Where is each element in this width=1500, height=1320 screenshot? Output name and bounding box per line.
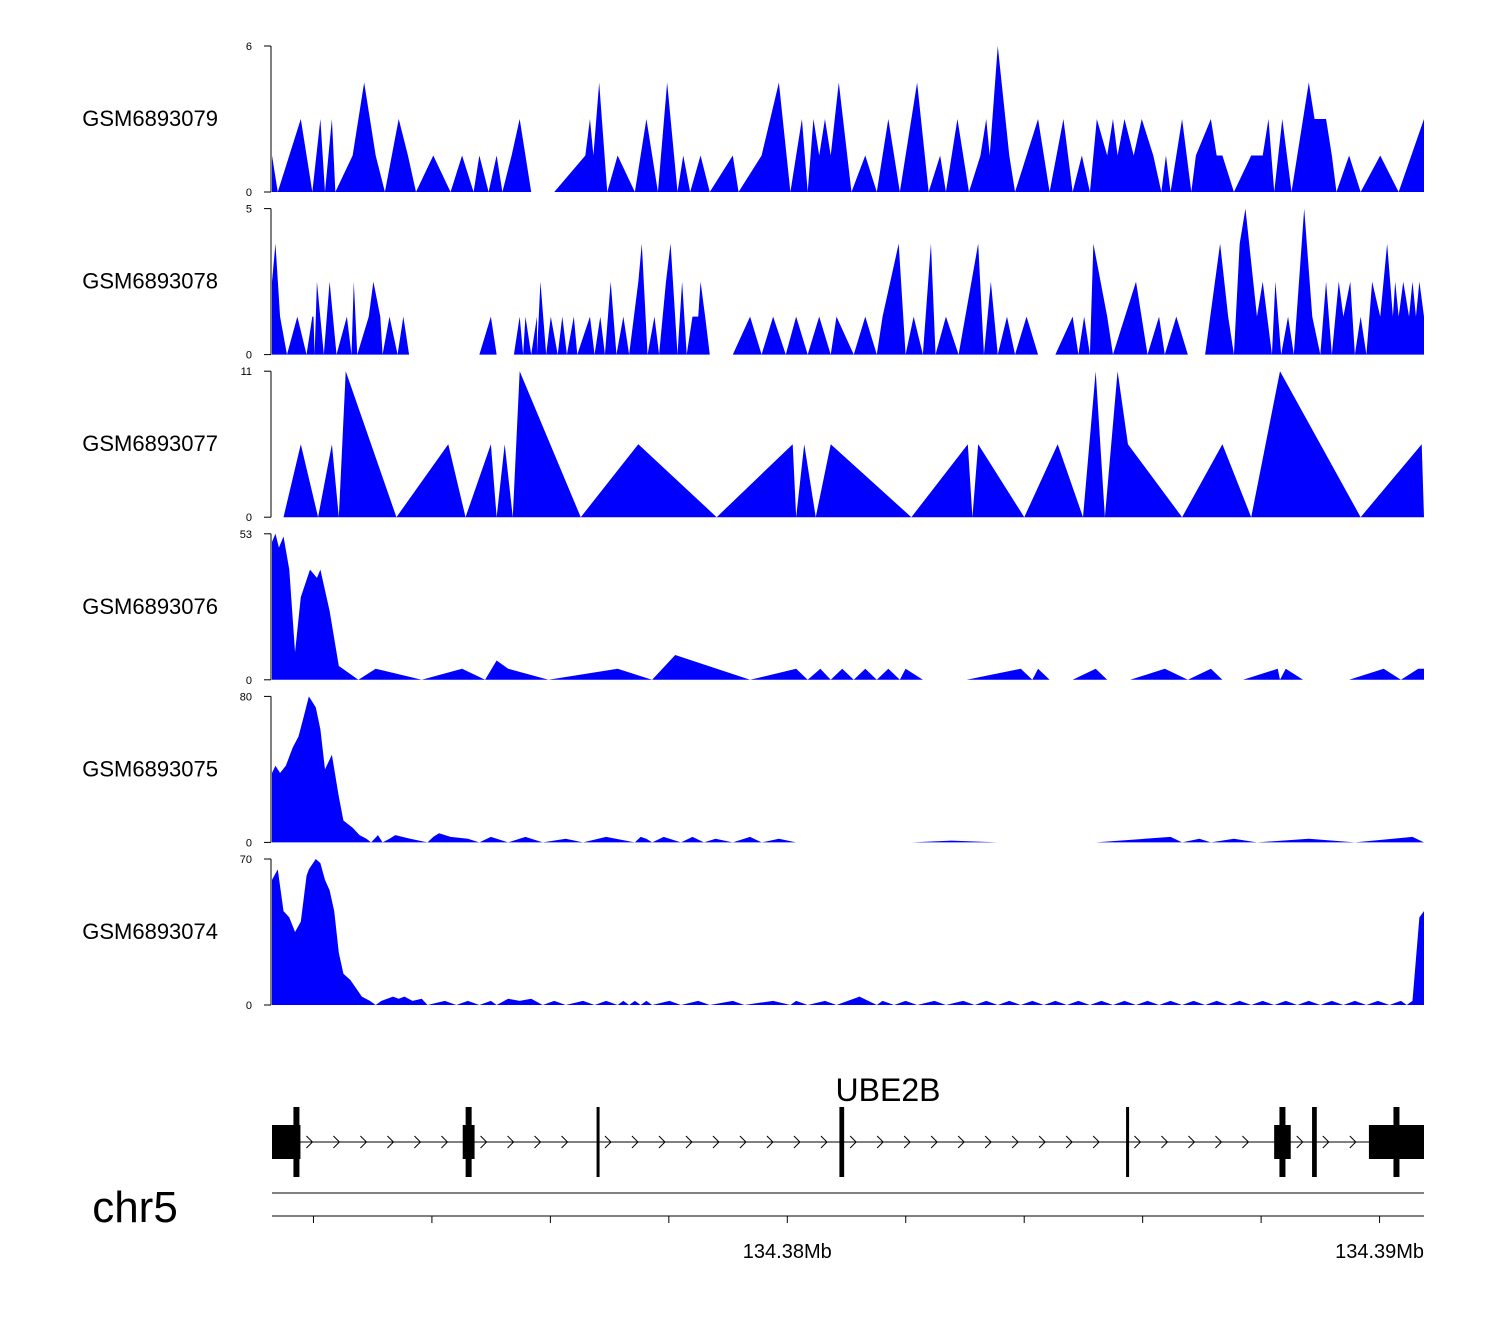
track-label: GSM6893079	[82, 106, 218, 131]
track-label: GSM6893076	[82, 594, 218, 619]
strand-arrow	[658, 1135, 666, 1149]
coverage-area	[272, 533, 1424, 680]
exon-bar	[839, 1107, 845, 1177]
strand-arrow	[957, 1135, 965, 1149]
exon-marker	[293, 1107, 300, 1177]
exon-marker	[1279, 1107, 1286, 1177]
coverage-area	[272, 208, 1424, 355]
y-min-label: 0	[246, 350, 252, 362]
track-label: GSM6893074	[82, 919, 218, 944]
strand-arrow	[820, 1135, 828, 1149]
exon	[462, 1107, 475, 1177]
strand-arrow	[1322, 1135, 1330, 1149]
strand-arrow	[387, 1135, 395, 1149]
exon-bar	[596, 1107, 600, 1177]
coverage-track: 80 0 GSM6893075	[82, 691, 1424, 849]
strand-arrow	[984, 1135, 992, 1149]
exon-marker	[1393, 1107, 1400, 1177]
y-min-label: 0	[246, 512, 252, 524]
coverage-area	[272, 696, 1424, 843]
exon	[1126, 1107, 1130, 1177]
track-label: GSM6893075	[82, 756, 218, 781]
track-label: GSM6893078	[82, 269, 218, 294]
coverage-area	[272, 46, 1424, 192]
y-min-label: 0	[246, 675, 252, 687]
x-tick-label: 134.39Mb	[1335, 1241, 1424, 1263]
strand-arrow	[414, 1135, 422, 1149]
strand-arrow	[360, 1135, 368, 1149]
coverage-track: 5 0 GSM6893078	[82, 204, 1424, 362]
strand-arrow	[1188, 1135, 1196, 1149]
y-max-label: 6	[246, 41, 252, 53]
strand-arrow	[561, 1135, 569, 1149]
strand-arrow	[1161, 1135, 1169, 1149]
coverage-tracks: 6 0 GSM6893079 5 0 GSM6893078 11 0 GSM6893077 53 0…	[82, 41, 1424, 1012]
strand-arrow	[507, 1135, 515, 1149]
exon	[596, 1107, 600, 1177]
strand-arrow	[849, 1135, 857, 1149]
strand-arrow	[1296, 1135, 1304, 1149]
coverage-track: 70 0 GSM6893074	[82, 854, 1424, 1012]
strand-arrow	[1092, 1135, 1100, 1149]
strand-arrow	[685, 1135, 693, 1149]
strand-arrow	[441, 1135, 449, 1149]
y-max-label: 11	[241, 366, 252, 378]
coverage-track: 11 0 GSM6893077	[82, 366, 1424, 524]
exon	[839, 1107, 845, 1177]
y-min-label: 0	[246, 1000, 252, 1012]
coverage-area	[272, 859, 1424, 1005]
y-max-label: 5	[246, 204, 252, 216]
y-max-label: 80	[240, 691, 252, 703]
exon-bar	[1312, 1107, 1317, 1177]
gene-track: UBE2B	[272, 1072, 1424, 1177]
y-min-label: 0	[246, 837, 252, 849]
track-label: GSM6893077	[82, 431, 218, 456]
y-max-label: 53	[240, 529, 252, 541]
y-max-label: 70	[240, 854, 252, 866]
strand-arrow	[1011, 1135, 1019, 1149]
coverage-track: 6 0 GSM6893079	[82, 41, 1424, 199]
gene-name-label: UBE2B	[836, 1072, 941, 1108]
strand-arrow	[1215, 1135, 1223, 1149]
strand-arrow	[793, 1135, 801, 1149]
coverage-area	[283, 371, 1424, 518]
strand-arrow	[1134, 1135, 1142, 1149]
exon	[1274, 1107, 1291, 1177]
strand-arrow	[631, 1135, 639, 1149]
strand-arrow	[930, 1135, 938, 1149]
strand-arrow	[1349, 1135, 1357, 1149]
strand-arrow	[480, 1135, 488, 1149]
strand-arrow	[1065, 1135, 1073, 1149]
exon	[272, 1107, 301, 1177]
exon-bar	[1126, 1107, 1130, 1177]
exon	[1368, 1107, 1424, 1177]
strand-arrow	[903, 1135, 911, 1149]
strand-arrow	[534, 1135, 542, 1149]
exon-marker	[465, 1107, 472, 1177]
strand-arrow	[604, 1135, 612, 1149]
exon	[1312, 1107, 1317, 1177]
strand-arrow	[766, 1135, 774, 1149]
strand-arrow	[1038, 1135, 1046, 1149]
strand-arrow	[333, 1135, 341, 1149]
strand-arrow	[876, 1135, 884, 1149]
strand-arrow	[739, 1135, 747, 1149]
strand-arrow	[1242, 1135, 1250, 1149]
coverage-track: 53 0 GSM6893076	[82, 529, 1424, 687]
genome-axis: chr5 134.38Mb 134.39Mb	[92, 1183, 1424, 1263]
x-tick-label: 134.38Mb	[743, 1241, 832, 1263]
y-min-label: 0	[246, 187, 252, 199]
chromosome-label: chr5	[92, 1183, 178, 1232]
strand-arrow	[712, 1135, 720, 1149]
strand-arrow	[306, 1135, 314, 1149]
